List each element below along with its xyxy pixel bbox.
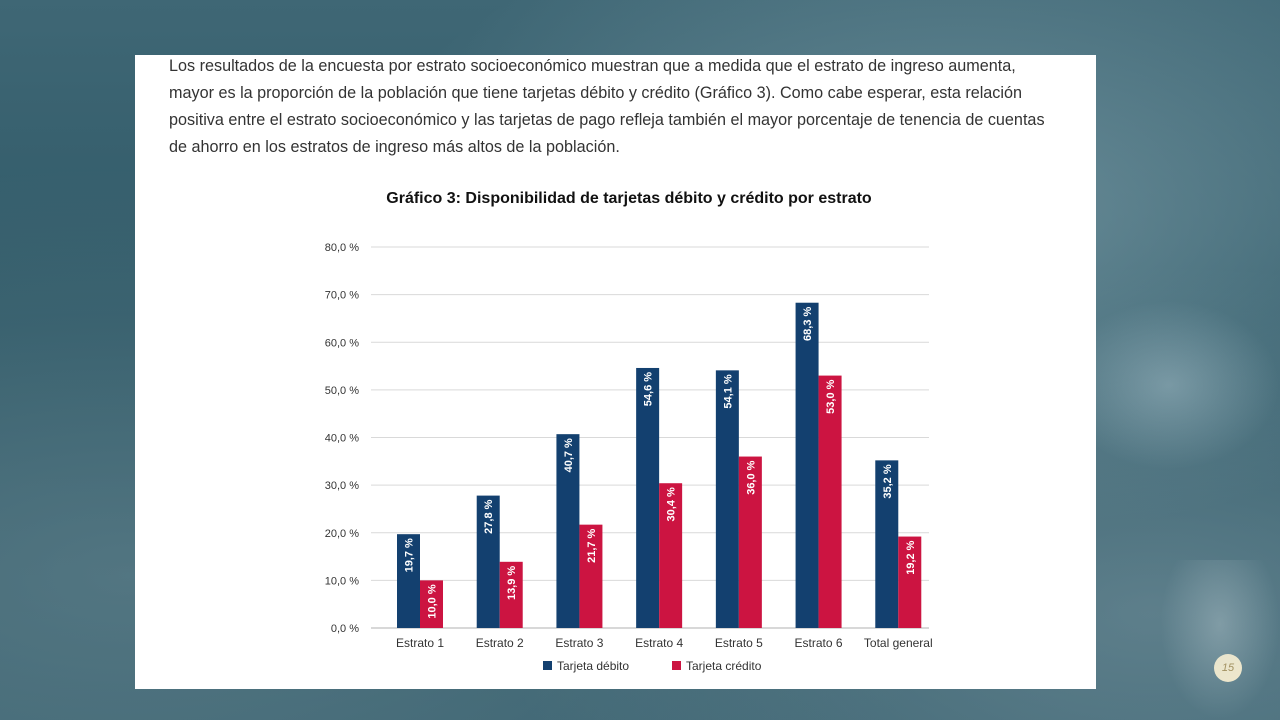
y-tick-label: 40,0 % [325, 433, 359, 445]
y-tick-label: 50,0 % [325, 385, 359, 397]
legend-swatch [543, 661, 552, 670]
legend-swatch [672, 661, 681, 670]
bar-debit [875, 460, 899, 628]
bar-credit [579, 524, 603, 628]
bar-credit [738, 456, 762, 628]
body-paragraph: Los resultados de la encuesta por estrat… [169, 57, 1045, 156]
bar-debit [397, 534, 420, 628]
legend-label: Tarjeta crédito [686, 659, 762, 673]
bar-credit [420, 580, 443, 628]
x-tick-label: Total general [864, 636, 933, 650]
y-tick-label: 80,0 % [325, 242, 359, 254]
data-label: 36,0 % [745, 460, 757, 494]
data-label: 19,7 % [404, 538, 416, 572]
data-label: 40,7 % [563, 438, 575, 472]
data-label: 21,7 % [586, 528, 598, 562]
y-tick-label: 30,0 % [325, 480, 359, 492]
data-label: 10,0 % [427, 584, 439, 618]
data-label: 35,2 % [882, 464, 894, 498]
y-tick-label: 10,0 % [325, 575, 359, 587]
x-tick-label: Estrato 3 [555, 636, 603, 650]
x-tick-label: Estrato 5 [715, 636, 763, 650]
data-label: 54,6 % [643, 372, 655, 406]
bar-credit [499, 561, 523, 628]
x-tick-label: Estrato 6 [795, 636, 843, 650]
y-tick-label: 60,0 % [325, 337, 359, 349]
data-label: 54,1 % [722, 374, 734, 408]
data-label: 53,0 % [825, 379, 837, 413]
data-label: 19,2 % [905, 540, 917, 574]
data-label: 30,4 % [666, 487, 678, 521]
bar-credit [818, 375, 842, 628]
page-number-badge: 15 [1214, 654, 1242, 682]
bar-debit [556, 434, 580, 628]
y-tick-label: 20,0 % [325, 528, 359, 540]
data-label: 68,3 % [802, 307, 814, 341]
bar-chart: 0,0 % 10,0 % 20,0 % 30,0 % 40,0 % 50,0 % 60,0 … [325, 242, 933, 673]
bar-credit [659, 483, 683, 628]
bar-debit [476, 495, 500, 628]
x-tick-label: Estrato 1 [396, 636, 444, 650]
data-label: 27,8 % [483, 499, 495, 533]
y-tick-label: 70,0 % [325, 290, 359, 302]
bar-debit [715, 370, 739, 628]
bar-debit [795, 302, 819, 628]
bar-debit [636, 367, 660, 628]
slide-content: Los resultados de la encuesta por estrat… [135, 55, 1096, 689]
x-tick-label: Estrato 4 [635, 636, 683, 650]
y-tick-label: 0,0 % [331, 623, 359, 635]
bar-credit [898, 536, 922, 628]
legend-label: Tarjeta débito [557, 659, 629, 673]
x-tick-label: Estrato 2 [476, 636, 524, 650]
chart-title: Gráfico 3: Disponibilidad de tarjetas dé… [386, 190, 872, 207]
data-label: 13,9 % [506, 566, 518, 600]
